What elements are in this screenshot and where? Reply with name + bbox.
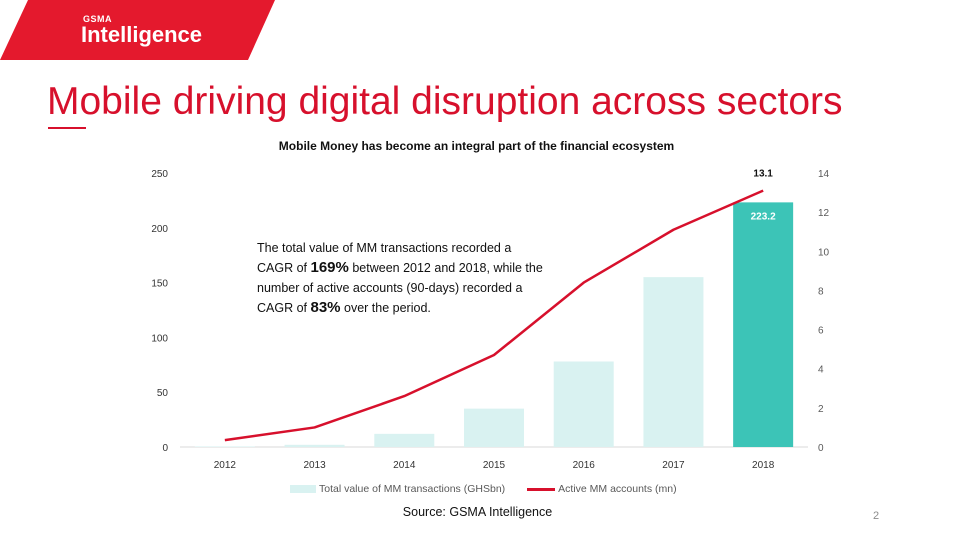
bar-2015 — [464, 408, 524, 447]
legend-bar-label: Total value of MM transactions (GHSbn) — [319, 483, 506, 495]
annotation-text-2: between 2012 and 2018, while the number … — [257, 261, 543, 315]
annotation-accounts-cagr: 83% — [310, 299, 341, 316]
bar-2017 — [643, 277, 704, 447]
y-right-tick-label: 12 — [818, 208, 830, 219]
y-right-tick-label: 10 — [818, 247, 830, 258]
y-right-tick-label: 2 — [818, 404, 824, 415]
logo-banner — [0, 0, 275, 60]
bar-data-label: 223.2 — [751, 211, 776, 222]
chart-annotation: The total value of MM transactions recor… — [257, 238, 547, 318]
page-number: 2 — [873, 510, 880, 522]
annotation-cagr-value: 169% — [310, 259, 349, 276]
bar-2018 — [733, 202, 794, 447]
bar-2012 — [194, 446, 255, 447]
legend-line-swatch — [527, 487, 556, 491]
x-tick-label: 2015 — [483, 460, 506, 471]
bar-2016 — [553, 361, 614, 447]
bar-2014 — [374, 433, 435, 447]
source-note: Source: GSMA Intelligence — [402, 505, 553, 519]
logo-intelligence: Intelligence — [81, 22, 203, 47]
bar-2013 — [284, 444, 345, 447]
y-right-tick-label: 8 — [818, 286, 824, 297]
x-tick-label: 2012 — [214, 460, 237, 471]
y-right-tick-label: 4 — [818, 365, 824, 376]
title-underline — [48, 127, 86, 129]
x-tick-label: 2014 — [393, 460, 416, 471]
x-tick-label: 2016 — [573, 460, 596, 471]
annotation-text-1: The total value of MM transactions recor… — [257, 241, 512, 275]
x-tick-label: 2013 — [303, 460, 326, 471]
page-title: Mobile driving digital disruption across… — [47, 80, 843, 123]
line-data-label: 13.1 — [753, 169, 773, 180]
x-tick-label: 2017 — [662, 460, 685, 471]
x-tick-label: 2018 — [752, 460, 775, 471]
logo-gsma: GSMA — [83, 14, 112, 24]
legend-bar-swatch — [290, 485, 316, 493]
y-right-tick-label: 0 — [818, 443, 824, 454]
annotation-text-3: over the period. — [340, 301, 431, 315]
y-left-tick-label: 0 — [162, 443, 168, 454]
legend-line-label: Active MM accounts (mn) — [558, 483, 677, 495]
chart-legend: Total value of MM transactions (GHSbn) A… — [290, 483, 677, 495]
y-left-tick-label: 250 — [151, 169, 168, 180]
y-left-tick-label: 150 — [151, 279, 168, 290]
chart-title: Mobile Money has become an integral part… — [278, 139, 675, 153]
y-right-tick-label: 6 — [818, 326, 824, 337]
y-left-tick-label: 50 — [157, 388, 169, 399]
y-right-tick-label: 14 — [818, 169, 830, 180]
y-left-tick-label: 100 — [151, 333, 168, 344]
y-left-tick-label: 200 — [151, 224, 168, 235]
